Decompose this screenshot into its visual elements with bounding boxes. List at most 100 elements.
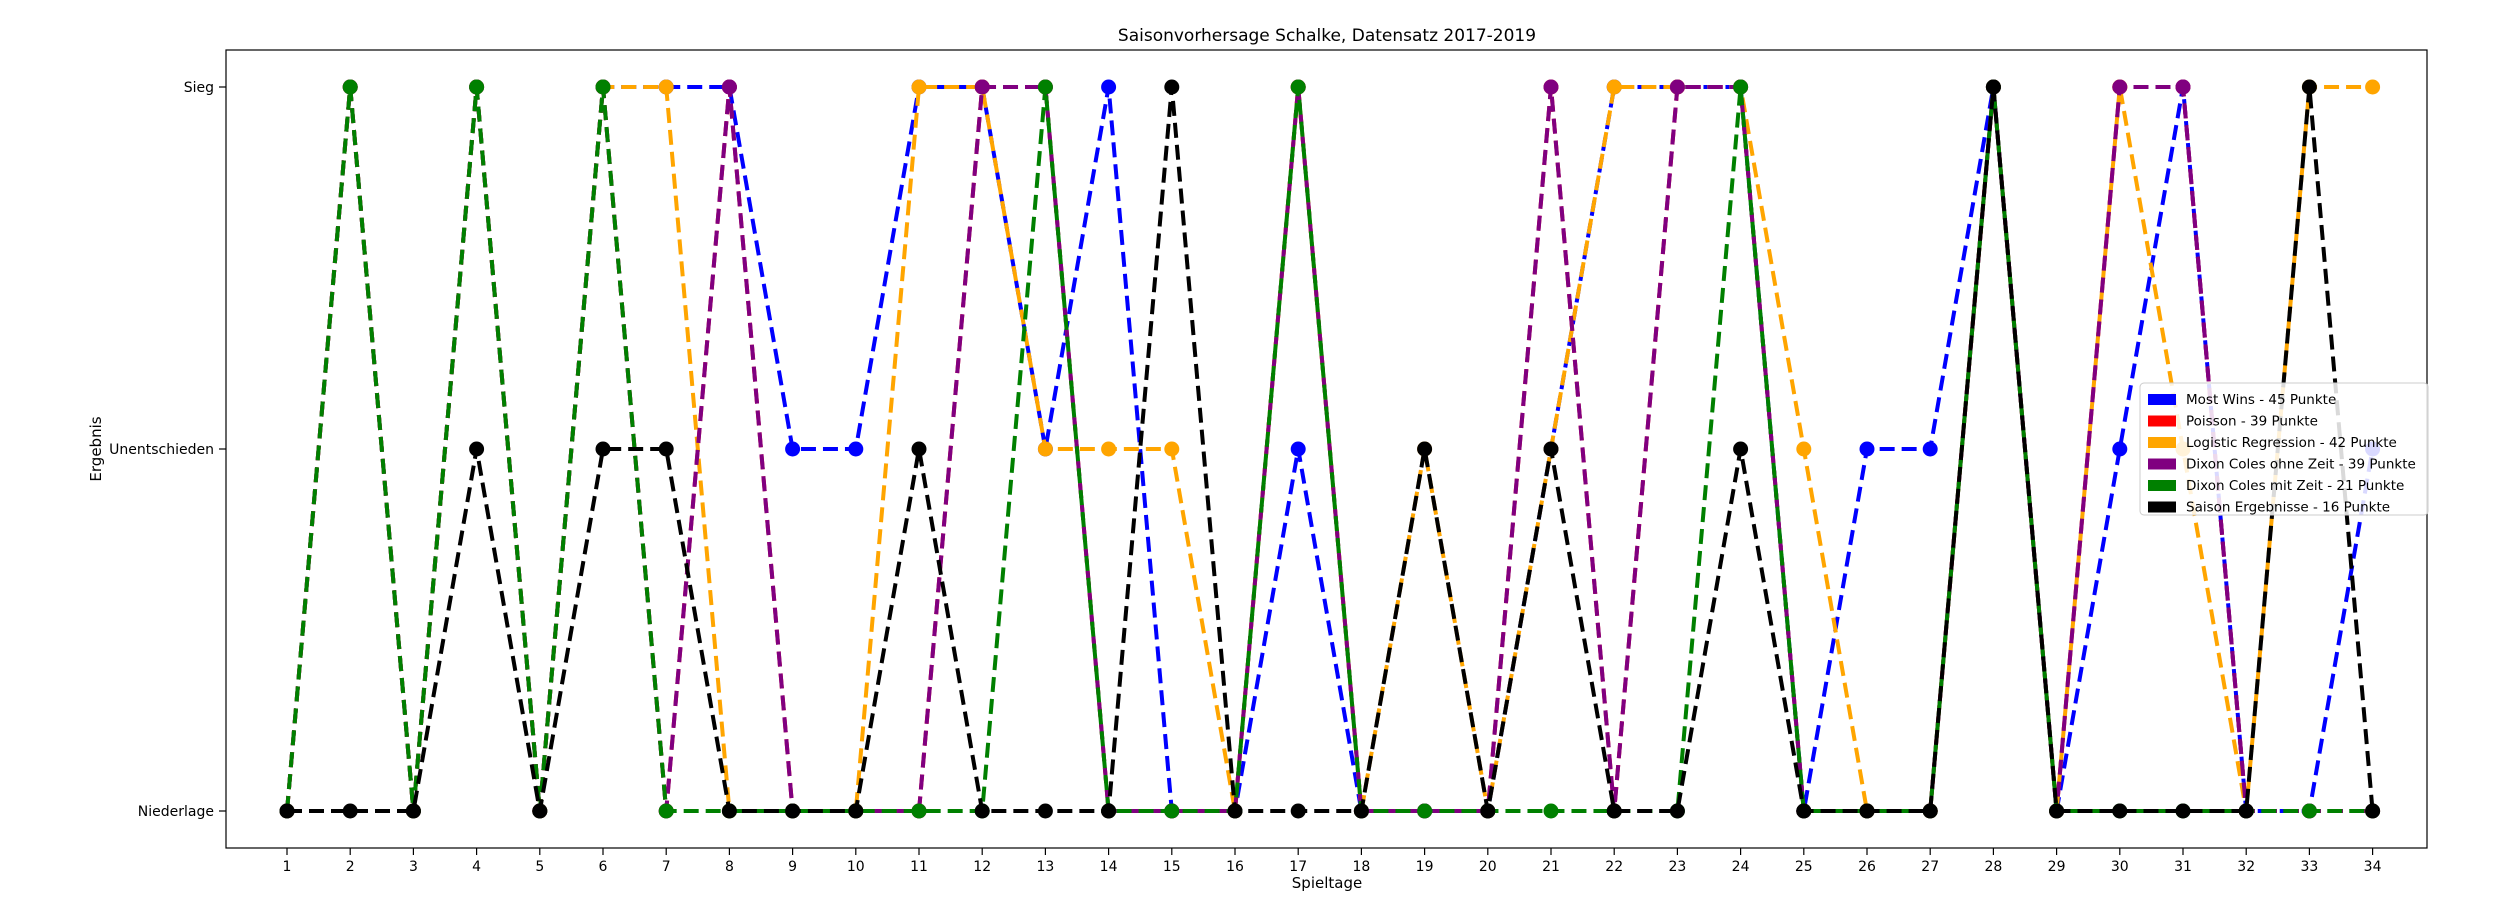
- data-point: [1290, 441, 1306, 457]
- x-tick-label: 13: [1036, 859, 1054, 875]
- x-tick-label: 2: [346, 859, 355, 875]
- data-point: [658, 803, 674, 819]
- data-point: [658, 441, 674, 457]
- legend-label: Saison Ergebnisse - 16 Punkte: [2186, 500, 2390, 516]
- x-tick-label: 29: [2048, 859, 2066, 875]
- x-tick-label: 24: [1732, 859, 1750, 875]
- data-point: [1859, 803, 1875, 819]
- data-point: [974, 803, 990, 819]
- data-point: [1101, 803, 1117, 819]
- x-tick-label: 9: [788, 859, 797, 875]
- chart-title: Saisonvorhersage Schalke, Datensatz 2017…: [1118, 26, 1536, 46]
- legend-label: Most Wins - 45 Punkte: [2186, 392, 2336, 408]
- y-axis: Niederlage Unentschieden Sieg: [109, 80, 226, 820]
- data-point: [1606, 79, 1622, 95]
- data-point: [1606, 803, 1622, 819]
- x-tick-label: 14: [1100, 859, 1118, 875]
- legend-frame: [2139, 382, 2429, 516]
- data-point: [1543, 803, 1559, 819]
- data-point: [2301, 803, 2317, 819]
- data-point: [1733, 79, 1749, 95]
- x-tick-label: 1: [283, 859, 292, 875]
- x-tick-label: 27: [1921, 859, 1939, 875]
- x-tick-label: 30: [2111, 859, 2129, 875]
- data-point: [1353, 803, 1369, 819]
- y-tick-label: Niederlage: [138, 804, 214, 820]
- legend-swatch: [2148, 501, 2176, 513]
- data-point: [974, 79, 990, 95]
- data-point: [1985, 79, 2001, 95]
- data-point: [2175, 79, 2191, 95]
- data-point: [1543, 79, 1559, 95]
- data-point: [1417, 441, 1433, 457]
- data-point: [532, 803, 548, 819]
- data-point: [721, 803, 737, 819]
- x-tick-label: 19: [1416, 859, 1434, 875]
- legend-label: Dixon Coles ohne Zeit - 39 Punkte: [2186, 457, 2416, 473]
- data-point: [1037, 803, 1053, 819]
- x-tick-label: 10: [847, 859, 865, 875]
- data-point: [911, 803, 927, 819]
- x-tick-label: 31: [2174, 859, 2192, 875]
- data-point: [1796, 803, 1812, 819]
- data-point: [405, 803, 421, 819]
- data-point: [1101, 441, 1117, 457]
- data-point: [1669, 803, 1685, 819]
- y-axis-label: Ergebnis: [87, 416, 105, 481]
- legend-label: Poisson - 39 Punkte: [2186, 414, 2318, 430]
- data-point: [342, 803, 358, 819]
- x-tick-label: 15: [1163, 859, 1181, 875]
- x-tick-label: 7: [662, 859, 671, 875]
- series-line: [287, 85, 2375, 813]
- data-point: [2365, 803, 2381, 819]
- data-point: [2175, 803, 2191, 819]
- data-point: [1543, 441, 1559, 457]
- x-tick-label: 33: [2300, 859, 2318, 875]
- x-tick-label: 18: [1352, 859, 1370, 875]
- data-point: [595, 441, 611, 457]
- legend-label: Dixon Coles mit Zeit - 21 Punkte: [2186, 478, 2404, 494]
- data-point: [469, 441, 485, 457]
- data-point: [1859, 441, 1875, 457]
- data-point: [721, 79, 737, 95]
- data-point: [1290, 79, 1306, 95]
- series-line: [285, 85, 2373, 813]
- x-tick-label: 22: [1605, 859, 1623, 875]
- x-tick-label: 34: [2364, 859, 2382, 875]
- data-point: [2112, 79, 2128, 95]
- x-axis: 1 2 3 4 5 6 7 8 9 10 11 12 13 14 15 16 17 18 19 20 21 22 23 24 2…: [283, 848, 2382, 875]
- data-point: [1037, 79, 1053, 95]
- data-point: [279, 803, 295, 819]
- data-point: [2238, 803, 2254, 819]
- legend: Most Wins - 45 Punkte Poisson - 39 Punkte…: [2139, 382, 2429, 516]
- data-point: [658, 79, 674, 95]
- legend-swatch: [2148, 437, 2176, 448]
- y-tick-label: Sieg: [184, 80, 214, 96]
- x-tick-label: 26: [1858, 859, 1876, 875]
- data-point: [785, 441, 801, 457]
- data-point: [1037, 441, 1053, 457]
- x-axis-label: Spieltage: [1292, 874, 1362, 892]
- data-point: [1922, 803, 1938, 819]
- y-tick-label: Unentschieden: [109, 442, 214, 458]
- x-tick-label: 16: [1226, 859, 1244, 875]
- data-point: [595, 79, 611, 95]
- data-point: [469, 79, 485, 95]
- data-point: [911, 441, 927, 457]
- data-point: [1101, 79, 1117, 95]
- data-point: [1164, 79, 1180, 95]
- data-point: [848, 441, 864, 457]
- x-tick-label: 5: [535, 859, 544, 875]
- x-tick-label: 25: [1795, 859, 1813, 875]
- data-point: [1164, 803, 1180, 819]
- data-point: [342, 79, 358, 95]
- data-point: [1227, 803, 1243, 819]
- x-tick-label: 12: [973, 859, 991, 875]
- legend-swatch: [2148, 458, 2176, 470]
- x-tick-label: 8: [725, 859, 734, 875]
- x-tick-label: 28: [1984, 859, 2002, 875]
- plot-frame: [225, 49, 2428, 849]
- series-layer: [279, 79, 2381, 819]
- data-point: [1480, 803, 1496, 819]
